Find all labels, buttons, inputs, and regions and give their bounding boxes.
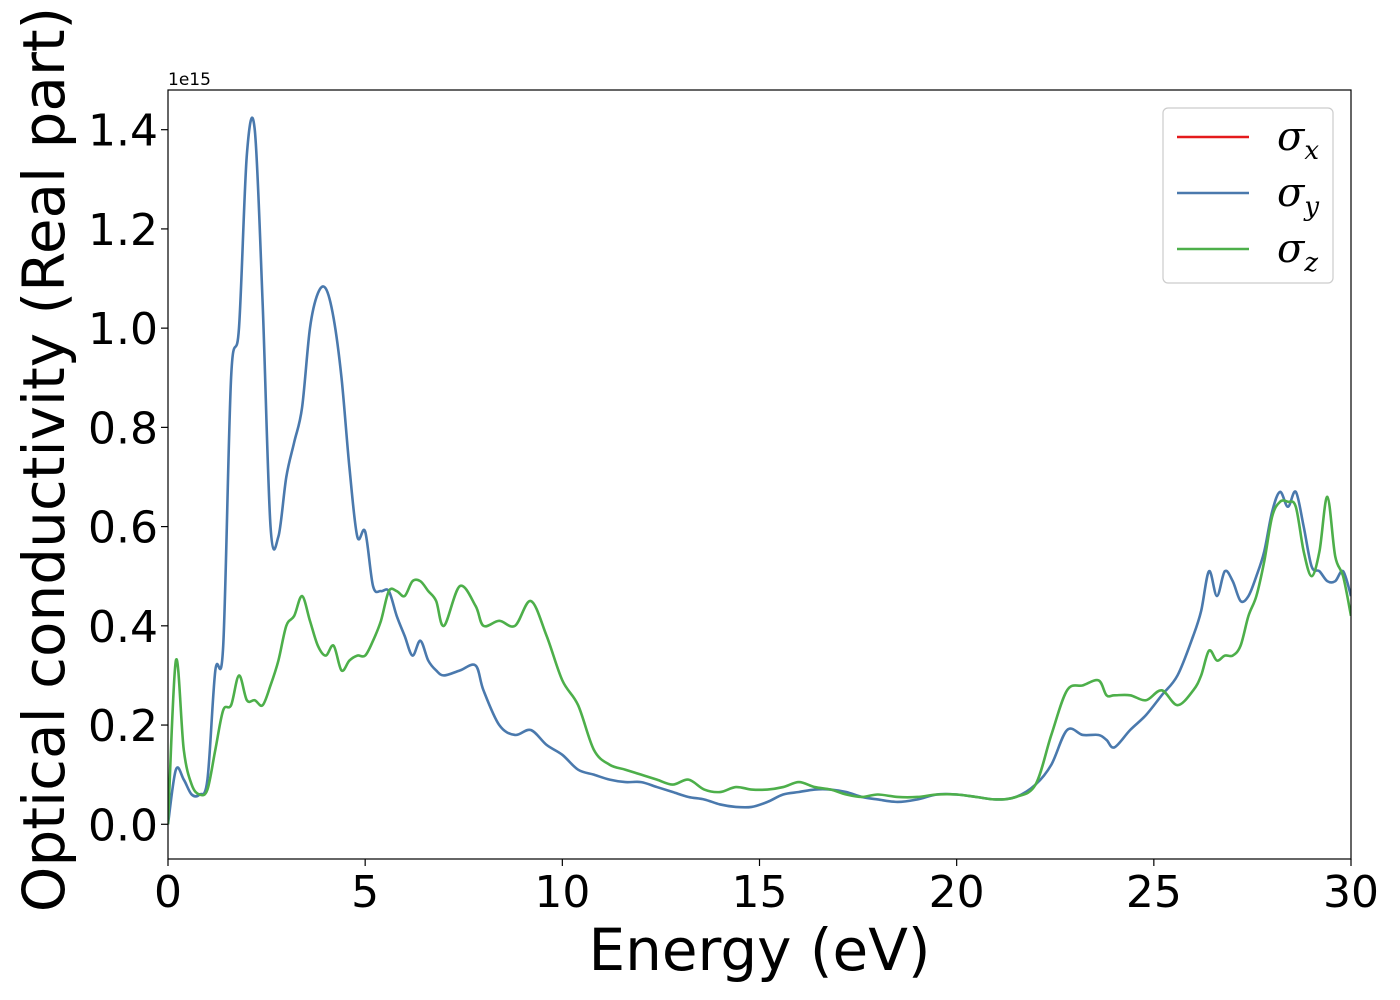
y-tick-label: 0.6	[88, 503, 158, 554]
y-offset-text: 1e15	[168, 70, 211, 90]
x-tick-label: 10	[534, 867, 590, 918]
x-tick-label: 15	[732, 867, 788, 918]
x-tick-label: 25	[1126, 867, 1182, 918]
legend-label-y: σy	[1277, 170, 1319, 222]
legend-box	[1162, 107, 1334, 284]
series-layer	[168, 116, 1351, 825]
y-tick-label: 1.2	[88, 205, 158, 256]
y-tick-label: 0.0	[88, 800, 158, 851]
x-tick-label: 0	[154, 867, 182, 918]
y-tick-label: 0.2	[88, 701, 158, 752]
x-axis-ticks: 0 5 10 15 20 25 30	[154, 859, 1379, 918]
x-tick-label: 20	[929, 867, 985, 918]
series-line-y	[168, 116, 1351, 825]
x-axis-title: Energy (eV)	[588, 916, 930, 984]
y-tick-label: 1.0	[88, 304, 158, 355]
x-tick-label: 5	[351, 867, 379, 918]
y-axis-ticks: 0.0 0.2 0.4 0.6 0.8 1.0 1.2 1.4	[88, 106, 168, 851]
y-tick-label: 1.4	[88, 106, 158, 157]
y-tick-label: 0.4	[88, 602, 158, 653]
legend-label-z: σz	[1277, 226, 1318, 278]
y-axis-title: Optical conductivity (Real part)	[10, 7, 78, 912]
x-tick-label: 30	[1323, 867, 1379, 918]
y-tick-label: 0.8	[88, 403, 158, 454]
legend-label-x: σx	[1277, 114, 1319, 166]
series-line-z	[168, 495, 1351, 825]
